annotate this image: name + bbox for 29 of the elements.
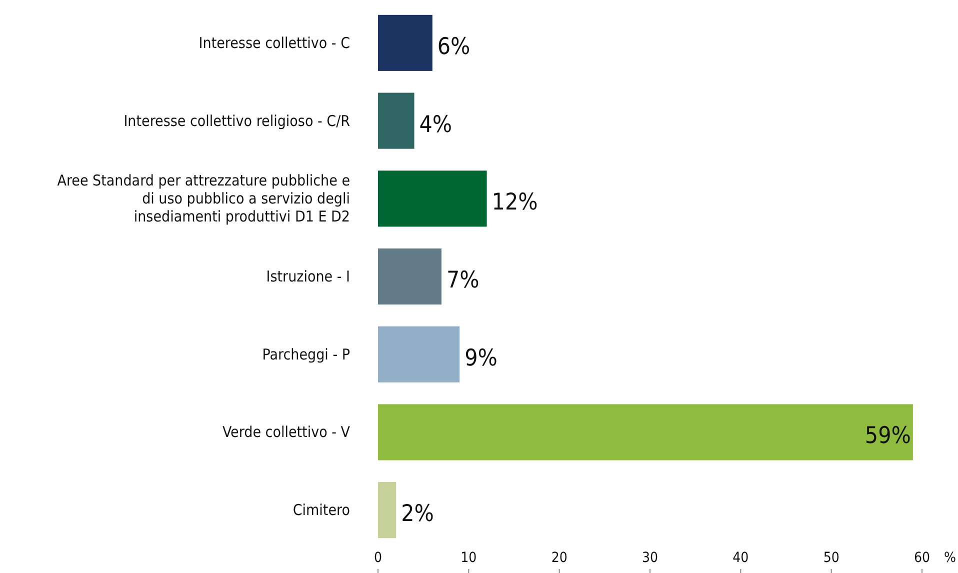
x-tick-label: 50	[823, 550, 840, 566]
bar	[378, 482, 396, 538]
bar	[378, 92, 414, 149]
x-tick-label: 60	[914, 550, 930, 566]
x-tick-label: 40	[732, 550, 749, 566]
y-tick-label: Interesse collettivo - C	[198, 34, 350, 52]
x-tick-label: 20	[551, 550, 568, 566]
bar	[378, 170, 487, 227]
data-label: 9%	[464, 345, 498, 372]
bar	[378, 248, 442, 305]
data-label: 7%	[446, 268, 480, 294]
x-axis-title: %	[944, 550, 956, 566]
y-tick-label: Parcheggi - P	[262, 345, 350, 364]
data-label: 6%	[437, 34, 470, 60]
bar	[378, 326, 460, 382]
data-label: 59%	[864, 423, 911, 450]
bar	[378, 404, 913, 460]
data-label: 12%	[492, 190, 538, 216]
y-tick-label: Cimitero	[292, 501, 350, 520]
x-tick-label: 10	[460, 550, 477, 566]
data-label: 4%	[419, 112, 452, 138]
y-tick-label: Verde collettivo - V	[222, 423, 351, 442]
data-label: 2%	[401, 501, 434, 528]
x-tick-label: 0	[374, 550, 382, 566]
x-tick-label: 30	[642, 550, 658, 566]
bar	[378, 14, 432, 71]
y-tick-label: Interesse collettivo religioso - C/R	[124, 112, 350, 130]
y-tick-label: Aree Standard per attrezzature pubbliche e di uso pubblico a servizio degli insediamenti produttivi D1 E D2	[57, 172, 350, 226]
y-tick-label: Istruzione - I	[266, 268, 350, 286]
